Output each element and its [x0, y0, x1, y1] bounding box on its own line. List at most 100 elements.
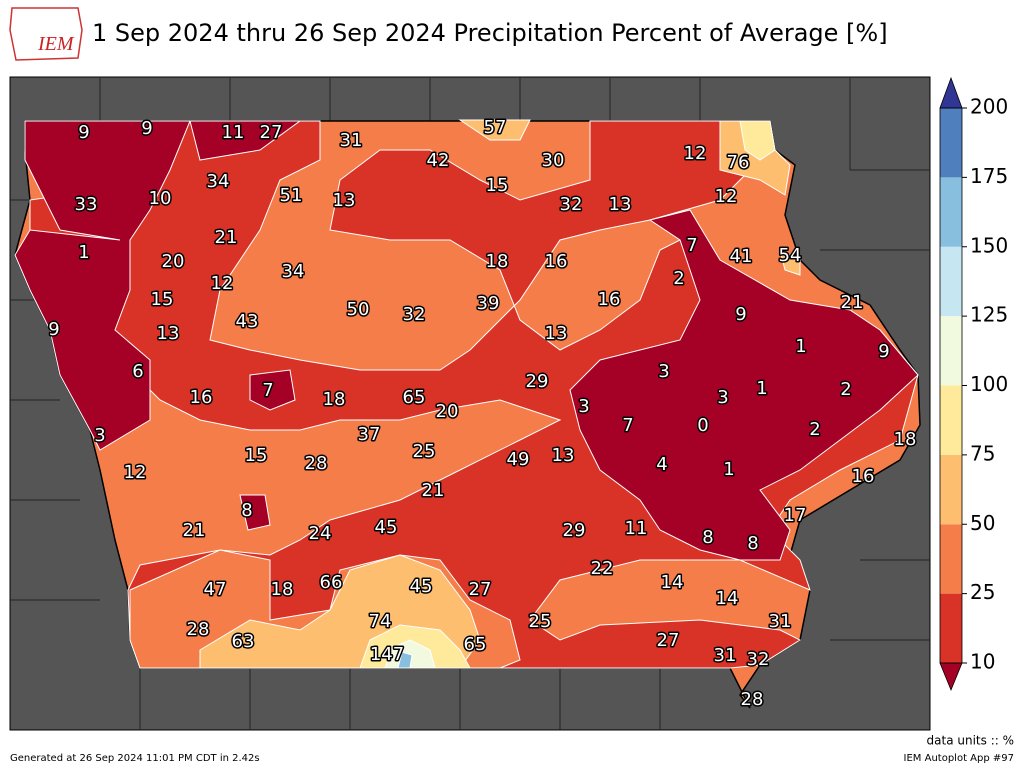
- station-value: 29: [563, 520, 586, 541]
- colorbar-segment: [940, 385, 962, 455]
- station-value: 6: [132, 361, 143, 382]
- station-value: 65: [464, 634, 487, 655]
- station-value: 51: [280, 185, 303, 206]
- station-value: 16: [598, 289, 621, 310]
- station-value: 27: [260, 122, 283, 143]
- station-value: 16: [545, 251, 568, 272]
- station-value: 54: [779, 245, 802, 266]
- station-value: 66: [320, 572, 343, 593]
- colorbar-tick-label: 175: [970, 164, 1008, 188]
- station-value: 15: [245, 445, 268, 466]
- station-value: 12: [684, 143, 707, 164]
- county-lines: [10, 77, 930, 730]
- station-value: 30: [542, 150, 565, 171]
- station-value: 22: [591, 558, 614, 579]
- station-value: 13: [157, 323, 180, 344]
- station-value: 1: [756, 378, 767, 399]
- station-value: 9: [735, 304, 746, 325]
- station-value: 11: [625, 518, 648, 539]
- station-value: 7: [262, 380, 273, 401]
- station-value: 13: [552, 445, 575, 466]
- logo: IEM: [9, 7, 83, 61]
- station-value: 8: [702, 527, 713, 548]
- station-value: 16: [852, 466, 875, 487]
- station-value: 147: [370, 644, 404, 665]
- generated: Generated at 26 Sep 2024 11:01 PM CDT in…: [10, 753, 260, 764]
- station-value: 0: [697, 415, 708, 436]
- colorbar-segment: [940, 108, 962, 178]
- colorbar-segment: [940, 454, 962, 525]
- station-value: 3: [658, 361, 669, 382]
- station-value: 65: [403, 387, 426, 408]
- station-value: 9: [878, 341, 889, 362]
- colorbar-segment: [940, 246, 962, 317]
- station-value: 1: [78, 242, 89, 263]
- station-value: 3: [717, 387, 728, 408]
- station-value: 1: [795, 336, 806, 357]
- station-value: 15: [486, 175, 509, 196]
- station-value: 9: [78, 122, 89, 143]
- colorbar-segment: [940, 177, 962, 247]
- station-value: 31: [714, 645, 737, 666]
- station-value: 2: [809, 419, 820, 440]
- station-value: 32: [560, 194, 583, 215]
- station-value: 14: [661, 572, 684, 593]
- colorbar-segment: [940, 316, 962, 386]
- station-value: 28: [741, 689, 764, 710]
- station-value: 28: [187, 619, 210, 640]
- colorbar-segment: [940, 524, 962, 594]
- station-value: 24: [309, 523, 332, 544]
- station-value: 17: [784, 505, 807, 526]
- colorbar-tick-label: 25: [970, 580, 995, 604]
- station-value: 31: [340, 130, 363, 151]
- station-value: 10: [149, 188, 172, 209]
- station-value: 43: [236, 311, 259, 332]
- station-value: 2: [673, 268, 684, 289]
- station-value: 3: [578, 396, 589, 417]
- colorbar-tick-label: 200: [970, 95, 1008, 119]
- station-value: 25: [529, 611, 552, 632]
- station-value: 33: [75, 194, 98, 215]
- station-value: 12: [715, 186, 738, 207]
- station-value: 8: [241, 500, 252, 521]
- app-id: IEM Autoplot App #97: [904, 753, 1014, 764]
- colorbar-over: [939, 76, 963, 109]
- station-value: 37: [358, 424, 381, 445]
- colorbar-tick-label: 125: [970, 303, 1008, 327]
- title: 1 Sep 2024 thru 26 Sep 2024 Precipitatio…: [92, 19, 888, 47]
- station-value: 21: [183, 520, 206, 541]
- units: data units :: %: [927, 734, 1014, 748]
- station-value: 2: [840, 379, 851, 400]
- station-value: 9: [141, 118, 152, 139]
- station-value: 3: [94, 425, 105, 446]
- station-value: 12: [211, 273, 234, 294]
- station-value: 45: [410, 576, 433, 597]
- station-value: 20: [162, 251, 185, 272]
- station-value: 74: [369, 611, 392, 632]
- station-value: 16: [190, 387, 213, 408]
- station-value: 11: [222, 122, 245, 143]
- colorbar-under: [939, 662, 963, 692]
- station-value: 32: [403, 304, 426, 325]
- station-value: 50: [347, 299, 370, 320]
- station-value: 25: [413, 441, 436, 462]
- station-value: 57: [484, 117, 507, 138]
- station-value: 12: [124, 462, 147, 483]
- station-value: 18: [323, 389, 346, 410]
- station-value: 7: [686, 235, 697, 256]
- colorbar-segment: [940, 593, 962, 663]
- station-value: 41: [730, 246, 753, 267]
- station-value: 8: [747, 533, 758, 554]
- station-value: 34: [282, 261, 305, 282]
- logo-text: IEM: [37, 33, 75, 55]
- station-value: 21: [215, 227, 238, 248]
- station-value: 63: [232, 631, 255, 652]
- station-value: 4: [656, 454, 667, 475]
- station-value: 27: [469, 579, 492, 600]
- colorbar-tick-label: 150: [970, 233, 1008, 257]
- station-value: 20: [436, 401, 459, 422]
- station-value: 18: [271, 579, 294, 600]
- colorbar-tick-label: 75: [970, 441, 995, 465]
- station-value: 1: [723, 459, 734, 480]
